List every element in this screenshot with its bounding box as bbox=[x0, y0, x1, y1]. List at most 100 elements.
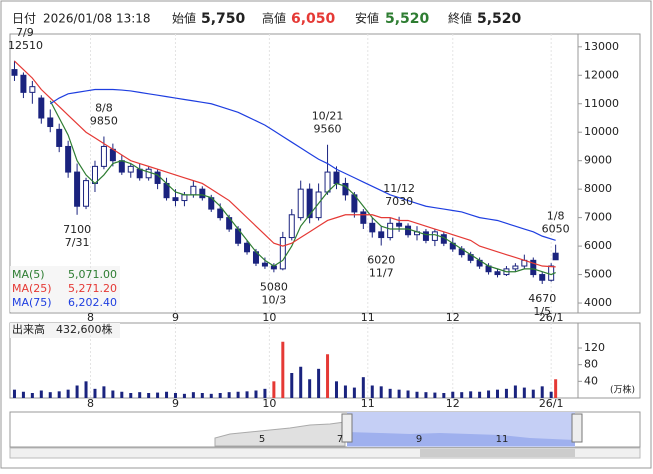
candle-body bbox=[333, 171, 340, 184]
annotation-value: 5080 bbox=[260, 280, 288, 293]
annotation-value: 6020 bbox=[367, 254, 395, 267]
volume-unit: (万株) bbox=[610, 384, 635, 396]
date: 2026/01/08 13:18 bbox=[43, 12, 151, 26]
volume-bar bbox=[442, 393, 446, 398]
volume-bar bbox=[66, 389, 70, 398]
annotation-value: 6050 bbox=[542, 223, 570, 236]
candle-body bbox=[172, 197, 179, 202]
x-tick-label: 26/1 bbox=[539, 397, 564, 410]
candle-body bbox=[83, 180, 90, 207]
candle-body bbox=[217, 208, 224, 219]
volume-bar bbox=[57, 391, 61, 398]
legend-value: 5,071.00 bbox=[68, 268, 117, 281]
candle-body bbox=[324, 171, 331, 193]
candle-body bbox=[261, 262, 268, 267]
volume-bar bbox=[554, 379, 558, 398]
scrollbar-thumb[interactable] bbox=[420, 449, 575, 457]
y-tick-label: 7000 bbox=[584, 211, 612, 224]
candle-body bbox=[100, 145, 107, 167]
volume-bar bbox=[263, 388, 267, 398]
annotation-date: 11/7 bbox=[369, 267, 394, 280]
x-tick-label: 9 bbox=[172, 311, 179, 324]
candle-body bbox=[422, 231, 429, 241]
candle-body bbox=[369, 222, 376, 233]
candle-body bbox=[65, 145, 72, 173]
volume-bar bbox=[308, 379, 312, 398]
volume-bar bbox=[433, 392, 437, 398]
navigator-handle-right[interactable] bbox=[571, 413, 583, 443]
open: 5,750 bbox=[201, 11, 246, 27]
volume-bar bbox=[469, 391, 473, 398]
x-tick-label: 8 bbox=[87, 311, 94, 324]
y-tick-label: 40 bbox=[584, 374, 598, 387]
volume-bar bbox=[236, 391, 240, 398]
candle-body bbox=[431, 231, 438, 241]
candle-body bbox=[396, 222, 403, 227]
x-tick-label: 12 bbox=[446, 311, 460, 324]
x-tick-label: 11 bbox=[361, 397, 375, 410]
x-tick-label: 9 bbox=[172, 397, 179, 410]
y-tick-label: 8000 bbox=[584, 182, 612, 195]
candle-body bbox=[387, 222, 394, 239]
volume-bar bbox=[379, 386, 383, 398]
candle-body bbox=[288, 214, 295, 239]
volume-bar bbox=[361, 377, 365, 398]
legend-label: MA(75) bbox=[12, 296, 52, 309]
volume-label: 出来高 bbox=[12, 322, 45, 336]
legend-value: 6,202.40 bbox=[68, 296, 117, 309]
candle-body bbox=[20, 74, 27, 93]
x-tick-label: 26/1 bbox=[539, 311, 564, 324]
annotation-date: 7/31 bbox=[65, 236, 90, 249]
volume-bar bbox=[334, 381, 338, 398]
y-tick-label: 4000 bbox=[584, 296, 612, 309]
volume-bar bbox=[504, 388, 508, 398]
high: 6,050 bbox=[291, 11, 336, 27]
volume-bar bbox=[451, 391, 455, 398]
y-tick-label: 5000 bbox=[584, 268, 612, 281]
candle-body bbox=[38, 97, 45, 119]
volume-label-box bbox=[10, 323, 120, 338]
annotation-date: 11/12 bbox=[383, 182, 415, 195]
ma-line bbox=[14, 60, 556, 268]
candle-body bbox=[47, 117, 54, 128]
candle-body bbox=[297, 188, 304, 219]
volume-bar bbox=[290, 373, 294, 398]
ma-line bbox=[49, 100, 556, 276]
volume-bar bbox=[165, 391, 169, 398]
volume-bar bbox=[200, 393, 204, 398]
candle-body bbox=[405, 225, 412, 236]
navigator-label: 11 bbox=[496, 434, 509, 445]
volume-bar bbox=[209, 393, 213, 398]
date-label: 日付 bbox=[12, 12, 36, 26]
volume-bar bbox=[531, 389, 535, 398]
volume-bar bbox=[487, 390, 491, 398]
volume-bar bbox=[540, 386, 544, 398]
volume-bar bbox=[397, 389, 401, 398]
candle-body bbox=[378, 231, 385, 239]
annotation-value: 9850 bbox=[90, 114, 118, 127]
navigator-handle-left[interactable] bbox=[341, 413, 353, 443]
candle-body bbox=[315, 191, 322, 219]
volume-bar bbox=[317, 368, 321, 398]
annotation-value: 7100 bbox=[63, 223, 91, 236]
volume-bar bbox=[111, 390, 115, 398]
annotation-value: 9560 bbox=[314, 123, 342, 136]
volume-bar bbox=[370, 385, 374, 398]
volume-bar bbox=[495, 389, 499, 398]
candle-body bbox=[11, 69, 18, 76]
volume-bar bbox=[182, 393, 186, 398]
y-tick-label: 9000 bbox=[584, 154, 612, 167]
y-tick-label: 80 bbox=[584, 358, 598, 371]
volume-bar bbox=[173, 393, 177, 398]
x-tick-label: 12 bbox=[446, 397, 460, 410]
candle-body bbox=[512, 265, 519, 270]
volume-bar bbox=[129, 393, 133, 398]
volume-bar bbox=[120, 391, 124, 398]
high-label: 高値 bbox=[262, 11, 286, 26]
candle-body bbox=[136, 168, 143, 179]
volume-bar bbox=[272, 381, 276, 398]
x-tick-label: 11 bbox=[361, 311, 375, 324]
annotation-value: 12510 bbox=[8, 39, 43, 52]
x-tick-label: 10 bbox=[262, 311, 276, 324]
